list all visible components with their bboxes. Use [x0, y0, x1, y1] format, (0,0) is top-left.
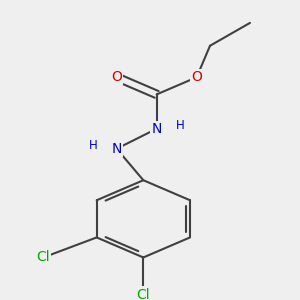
Text: Cl: Cl: [37, 250, 50, 265]
Text: H: H: [176, 119, 184, 132]
Text: O: O: [191, 70, 202, 84]
Text: N: N: [152, 122, 162, 136]
Text: O: O: [111, 70, 122, 84]
Text: Cl: Cl: [136, 288, 150, 300]
Text: N: N: [112, 142, 122, 156]
Text: H: H: [89, 140, 98, 152]
